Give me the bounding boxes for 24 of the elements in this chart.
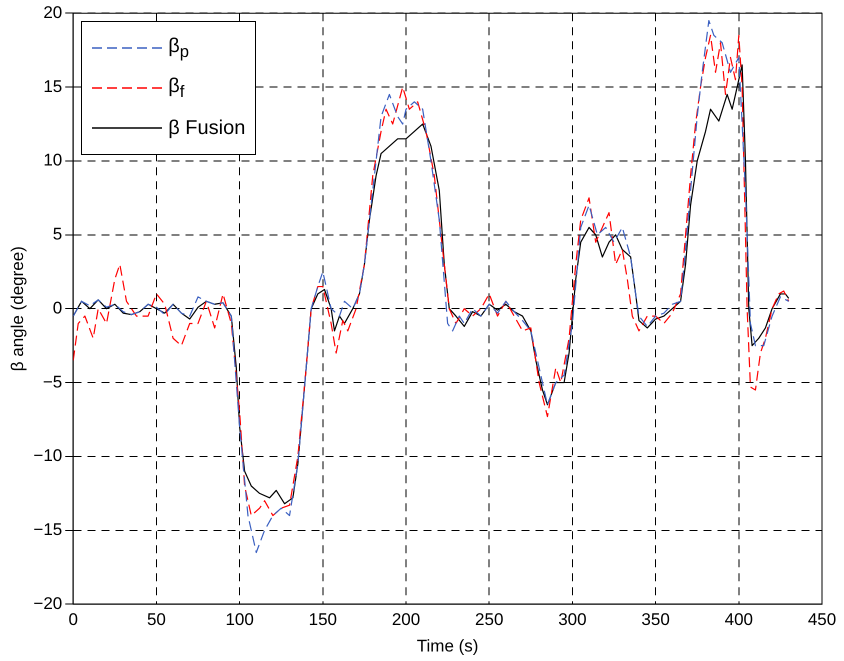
x-tick-label: 50	[146, 610, 166, 630]
y-tick-label: −15	[33, 520, 62, 540]
x-tick-label: 100	[225, 610, 254, 630]
y-tick-label: 20	[43, 2, 62, 22]
x-tick-label: 200	[392, 610, 420, 630]
x-tick-label: 150	[308, 610, 338, 630]
x-tick-label: 300	[558, 610, 587, 630]
x-tick-label: 400	[724, 610, 753, 630]
legend-label: β$_{f}$	[168, 74, 184, 102]
y-tick-label: 10	[43, 150, 62, 170]
x-tick-label: 450	[808, 610, 836, 630]
y-tick-label: 15	[43, 76, 62, 96]
legend-label: β$_{p}$	[168, 34, 190, 62]
y-tick-label: 5	[52, 224, 62, 244]
y-tick-label: −5	[42, 372, 62, 392]
x-tick-label: 350	[641, 610, 670, 630]
legend-label: β Fusion	[168, 116, 246, 140]
x-axis-title: Time (s)	[416, 636, 478, 656]
x-tick-label: 0	[68, 610, 78, 630]
y-tick-label: 0	[52, 298, 62, 318]
y-tick-label: −20	[33, 594, 62, 613]
y-axis-title: β angle (degree)	[8, 246, 27, 372]
y-tick-label: −10	[33, 446, 62, 466]
x-tick-label: 250	[475, 610, 504, 630]
